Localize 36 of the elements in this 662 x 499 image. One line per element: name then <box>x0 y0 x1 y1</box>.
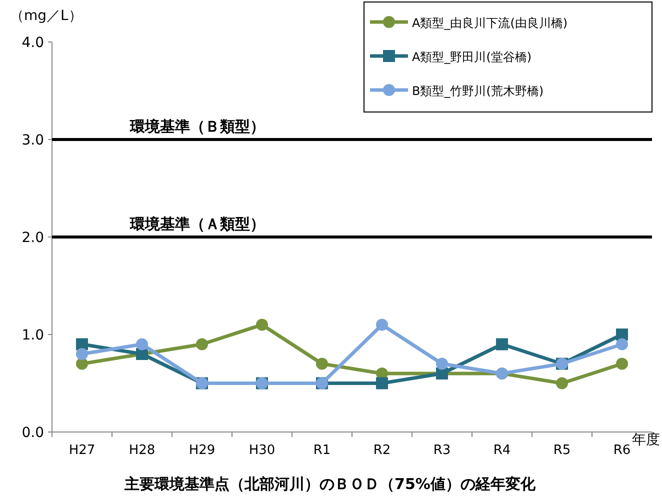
x-tick-label: R3 <box>433 443 451 458</box>
y-tick-label: 4.0 <box>22 35 44 51</box>
legend-label: A類型_野田川(堂谷橋) <box>412 50 532 64</box>
x-tick-label: R6 <box>613 443 631 458</box>
x-tick-label: H30 <box>248 443 276 458</box>
x-tick-label: R1 <box>313 443 331 458</box>
legend-label: B類型_竹野川(荒木野橋) <box>412 84 544 98</box>
x-tick-label: H28 <box>128 443 156 458</box>
point <box>196 338 208 350</box>
point <box>76 348 88 360</box>
point <box>616 338 628 350</box>
x-tick-label: R5 <box>553 443 571 458</box>
ref-line-label: 環境基準（Ｂ類型） <box>129 118 265 136</box>
legend-label: A類型_由良川下流(由良川橋) <box>412 16 568 30</box>
point <box>436 358 448 370</box>
x-tick-label: H27 <box>68 443 96 458</box>
x-tick-label: R2 <box>373 443 391 458</box>
y-tick-label: 0.0 <box>22 425 44 441</box>
point <box>556 377 568 390</box>
point <box>136 338 148 350</box>
ref-line-label: 環境基準（Ａ類型） <box>129 215 265 233</box>
x-tick-label: R4 <box>493 443 511 458</box>
y-axis-title: （mg／L） <box>10 8 82 24</box>
text: 主要環境基準点（北部河川）のＢＯＤ（75%値）の経年変化 <box>124 475 536 493</box>
point <box>376 318 388 331</box>
y-tick-label: 2.0 <box>22 230 44 246</box>
point <box>616 358 628 370</box>
point <box>376 377 388 390</box>
x-axis-title: 年度 <box>632 432 660 448</box>
y-tick-label: 1.0 <box>22 328 44 344</box>
y-tick-label: 3.0 <box>22 132 44 148</box>
point <box>496 338 508 350</box>
point <box>76 358 88 370</box>
x-tick-label: H29 <box>188 443 216 458</box>
point <box>316 358 328 370</box>
point <box>256 318 268 331</box>
